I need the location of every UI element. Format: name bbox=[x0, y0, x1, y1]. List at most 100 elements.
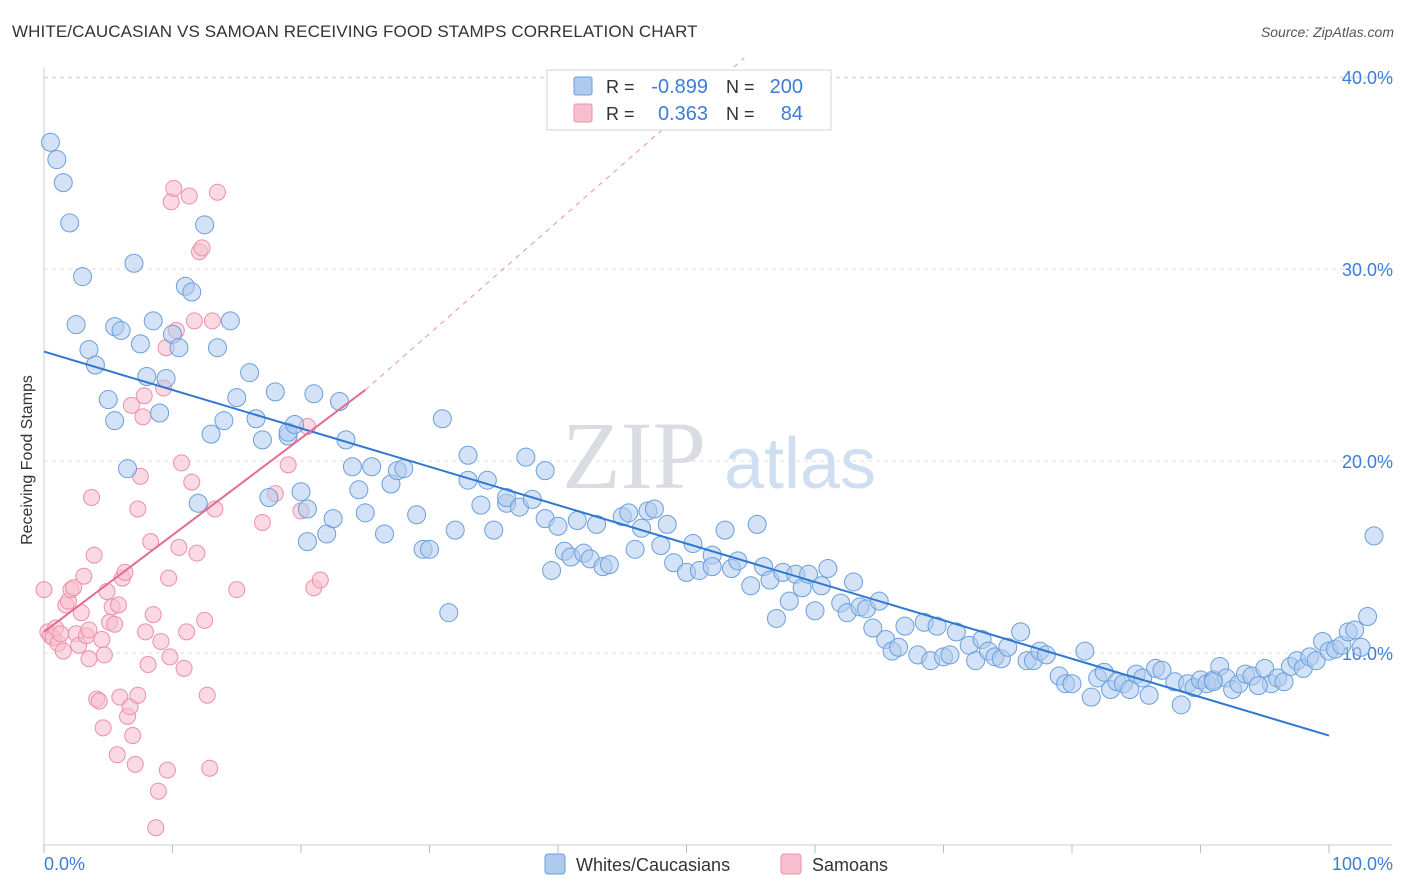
samoan-point bbox=[193, 239, 211, 257]
white-point bbox=[966, 651, 986, 671]
samoan-point bbox=[93, 631, 111, 649]
white-point bbox=[40, 132, 60, 152]
samoan-point bbox=[201, 759, 219, 777]
samoan-point bbox=[160, 569, 178, 587]
white-point bbox=[420, 539, 439, 559]
white-point bbox=[265, 382, 285, 402]
legend-r-value-2: 0.363 bbox=[658, 103, 708, 125]
white-point bbox=[297, 499, 317, 519]
white-point bbox=[715, 520, 735, 540]
white-point bbox=[156, 368, 176, 388]
samoan-point bbox=[108, 746, 126, 764]
white-point bbox=[1075, 641, 1095, 661]
white-point bbox=[1011, 622, 1031, 642]
white-point bbox=[702, 557, 722, 577]
legend-n-label-1: N = bbox=[726, 77, 755, 97]
white-point bbox=[863, 618, 883, 638]
samoan-point bbox=[149, 782, 167, 800]
samoan-point bbox=[228, 581, 246, 599]
white-point bbox=[98, 390, 118, 410]
white-point bbox=[143, 311, 163, 331]
white-point bbox=[651, 535, 671, 555]
white-point bbox=[130, 334, 150, 354]
white-point bbox=[741, 576, 761, 596]
samoans-trend-line bbox=[43, 389, 366, 633]
samoan-point bbox=[110, 596, 128, 614]
white-point bbox=[1152, 660, 1172, 680]
legend-n-value-2: 84 bbox=[781, 103, 803, 125]
white-point bbox=[214, 411, 234, 431]
samoan-point bbox=[122, 396, 140, 414]
white-point bbox=[766, 608, 786, 628]
white-point bbox=[47, 150, 67, 170]
white-point bbox=[1062, 674, 1082, 694]
y-tick-label: 40.0% bbox=[1342, 68, 1393, 88]
white-point bbox=[1081, 687, 1101, 707]
white-point bbox=[516, 447, 536, 467]
samoan-point bbox=[124, 727, 142, 745]
white-point bbox=[548, 516, 568, 536]
samoan-point bbox=[134, 408, 152, 426]
samoan-point bbox=[54, 642, 72, 660]
white-point bbox=[940, 645, 960, 665]
whites-points bbox=[40, 132, 1384, 715]
white-point bbox=[619, 503, 639, 523]
white-point bbox=[53, 173, 73, 193]
samoan-point bbox=[253, 513, 271, 531]
samoan-point bbox=[279, 456, 297, 474]
white-point bbox=[1306, 651, 1326, 671]
legend-r-label-1: R = bbox=[606, 77, 635, 97]
white-point bbox=[375, 524, 395, 544]
bottom-swatch-blue bbox=[544, 853, 566, 875]
white-point bbox=[182, 282, 202, 302]
white-point bbox=[1171, 695, 1191, 715]
white-point bbox=[1351, 637, 1371, 657]
white-point bbox=[497, 487, 517, 507]
samoan-point bbox=[137, 623, 155, 641]
white-point bbox=[150, 403, 170, 423]
legend-n-label-2: N = bbox=[726, 104, 755, 124]
y-tick-label: 30.0% bbox=[1342, 260, 1393, 280]
samoan-point bbox=[75, 567, 93, 585]
white-point bbox=[542, 560, 562, 580]
white-point bbox=[1358, 607, 1378, 627]
white-point bbox=[259, 487, 279, 507]
white-point bbox=[432, 409, 452, 429]
watermark-zip: ZIP bbox=[562, 402, 706, 509]
legend-box bbox=[546, 69, 832, 131]
y-tick-label: 20.0% bbox=[1342, 452, 1393, 472]
white-point bbox=[1248, 676, 1268, 696]
samoan-point bbox=[152, 632, 170, 650]
white-point bbox=[111, 320, 131, 340]
bottom-legend-samoans: Samoans bbox=[812, 855, 888, 875]
white-point bbox=[169, 338, 189, 358]
legend-swatch-blue bbox=[573, 76, 593, 96]
samoan-point bbox=[98, 583, 116, 601]
white-point bbox=[599, 555, 619, 575]
samoan-point bbox=[158, 761, 176, 779]
watermark: ZIP atlas bbox=[562, 402, 876, 509]
samoan-point bbox=[175, 659, 193, 677]
samoan-point bbox=[203, 312, 221, 330]
samoan-point bbox=[85, 546, 103, 564]
samoan-point bbox=[147, 819, 165, 837]
samoan-point bbox=[35, 581, 53, 599]
x-tick-label-min: 0.0% bbox=[44, 854, 85, 874]
white-point bbox=[625, 539, 645, 559]
white-point bbox=[66, 315, 86, 335]
white-point bbox=[439, 603, 459, 623]
samoan-point bbox=[129, 686, 147, 704]
white-point bbox=[747, 514, 767, 534]
samoan-point bbox=[178, 623, 196, 641]
white-point bbox=[779, 591, 799, 611]
samoan-point bbox=[106, 615, 124, 633]
samoan-point bbox=[142, 533, 160, 551]
white-point bbox=[535, 461, 555, 481]
white-point bbox=[73, 267, 93, 287]
legend-r-label-2: R = bbox=[606, 104, 635, 124]
samoan-point bbox=[83, 488, 101, 506]
bottom-swatch-pink bbox=[780, 853, 802, 875]
legend-r-value-1: -0.899 bbox=[651, 76, 708, 98]
white-point bbox=[484, 520, 504, 540]
white-point bbox=[1203, 672, 1223, 692]
